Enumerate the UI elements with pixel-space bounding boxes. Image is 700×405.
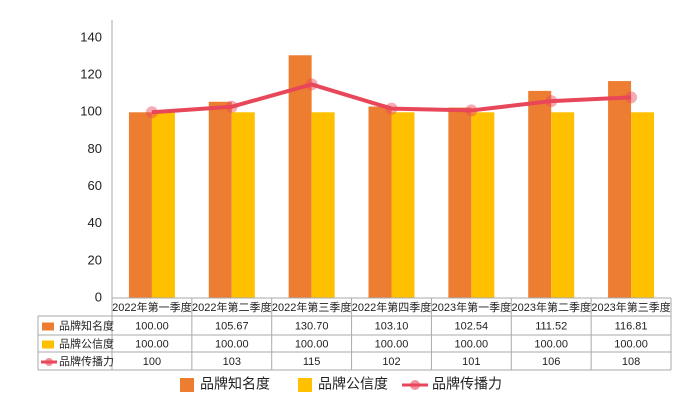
bar (448, 107, 472, 298)
legend-key (298, 378, 312, 392)
line-marker (385, 102, 398, 115)
table-row-header: 品牌知名度 (59, 318, 114, 332)
bar (368, 106, 392, 299)
line-marker (145, 106, 158, 119)
table-cell: 100.00 (215, 338, 249, 350)
table-cell: 100.00 (614, 338, 648, 350)
y-tick-label: 100 (80, 104, 102, 119)
table-cell: 100 (143, 356, 161, 368)
table-cell: 115 (303, 356, 321, 368)
bar (128, 112, 152, 299)
x-tick-label: 2023年第二季度 (511, 300, 590, 314)
legend-key (410, 380, 420, 390)
x-tick-label: 2022年第二季度 (192, 300, 271, 314)
table-cell: 105.67 (215, 320, 249, 332)
legend-key (180, 378, 194, 392)
table-cell: 100.00 (295, 338, 329, 350)
bar (391, 112, 415, 299)
table-cell: 103 (223, 356, 241, 368)
table-cell: 103.10 (375, 320, 409, 332)
bar (311, 112, 335, 299)
table-cell: 130.70 (295, 320, 329, 332)
x-tick-label: 2022年第四季度 (352, 300, 431, 314)
line-marker (465, 104, 478, 117)
legend-key (42, 322, 54, 331)
line-marker (625, 91, 638, 104)
bar (471, 112, 495, 299)
table-cell: 102 (382, 356, 400, 368)
table-cell: 108 (622, 356, 640, 368)
x-tick-label: 2022年第三季度 (272, 300, 351, 314)
y-tick-label: 120 (80, 67, 102, 82)
bar (288, 55, 312, 299)
legend-key (42, 340, 54, 349)
bar (631, 112, 655, 299)
table-cell: 100.00 (135, 338, 169, 350)
bar (528, 90, 552, 299)
table-cell: 100.00 (455, 338, 489, 350)
table-cell: 106 (542, 356, 560, 368)
y-tick-label: 20 (88, 252, 102, 267)
table-row-header: 品牌公信度 (59, 336, 114, 350)
bar (151, 112, 175, 299)
line-marker (305, 78, 318, 91)
y-tick-label: 40 (88, 215, 102, 230)
y-tick-label: 80 (88, 141, 102, 156)
legend-label: 品牌知名度 (200, 376, 270, 392)
table-cell: 101 (462, 356, 480, 368)
x-tick-label: 2023年第一季度 (432, 300, 511, 314)
y-tick-label: 140 (80, 29, 102, 44)
bar (231, 112, 255, 299)
legend-label: 品牌传播力 (432, 376, 502, 392)
table-cell: 116.81 (615, 320, 648, 332)
table-cell: 100.00 (135, 320, 169, 332)
legend-label: 品牌公信度 (318, 376, 388, 392)
x-tick-label: 2022年第一季度 (112, 300, 191, 314)
bar (551, 112, 575, 299)
bar (608, 81, 632, 299)
line-marker (545, 95, 558, 108)
legend-key (45, 358, 53, 366)
line (151, 82, 632, 115)
table-cell: 102.54 (455, 320, 489, 332)
table-cell: 111.52 (535, 320, 567, 332)
table-row-header: 品牌传播力 (59, 354, 114, 368)
y-tick-label: 0 (95, 289, 102, 304)
table-cell: 100.00 (375, 338, 409, 350)
x-tick-label: 2023年第三季度 (591, 300, 670, 314)
bar (208, 101, 232, 299)
table-cell: 100.00 (534, 338, 568, 350)
line-marker (225, 100, 238, 113)
y-tick-label: 60 (88, 178, 102, 193)
